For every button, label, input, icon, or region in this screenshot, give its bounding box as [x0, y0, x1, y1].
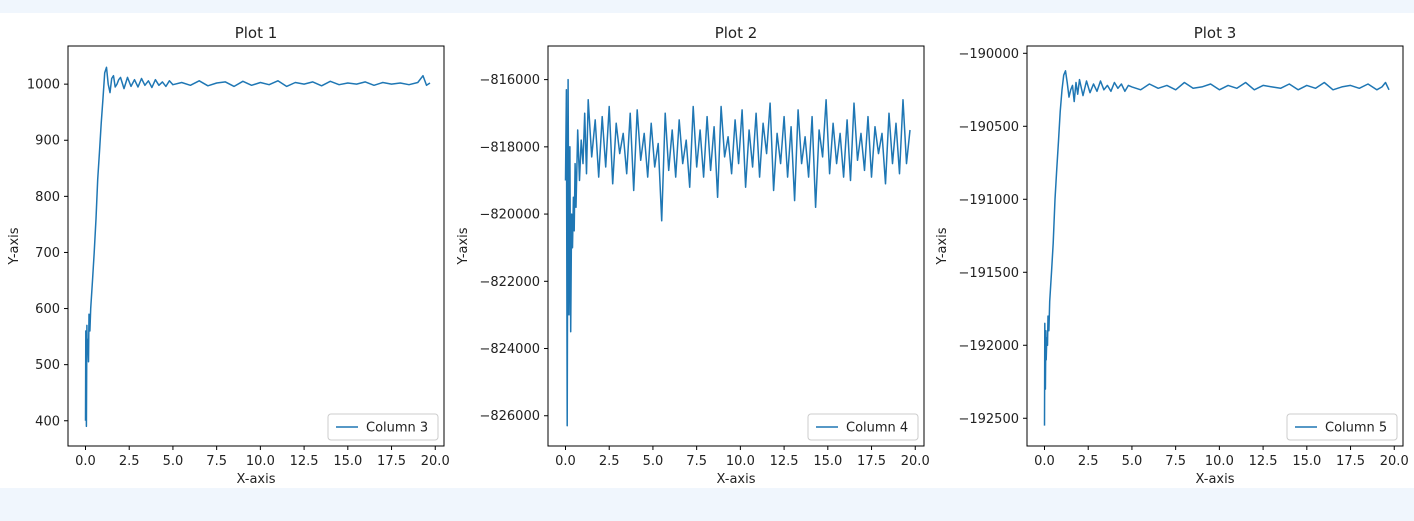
y-tick-label: 1000	[27, 78, 60, 93]
y-tick-label: −190000	[958, 47, 1019, 62]
y-axis-label: Y-axis	[7, 227, 22, 265]
x-tick-label: 20.0	[421, 454, 450, 469]
figure: 0.0 2.5 5.0 7.5 10.0 12.5 15.0 17.5 20.0 400 500 60…	[0, 13, 1414, 488]
x-tick-label: 2.5	[1078, 454, 1099, 469]
x-tick-label: 17.5	[1336, 454, 1365, 469]
legend-box	[327, 413, 439, 441]
y-tick-label: −816000	[479, 73, 540, 88]
legend-label: Column 4	[846, 421, 908, 436]
y-tick-label: −191000	[958, 193, 1019, 208]
x-tick-label: 7.5	[1165, 454, 1186, 469]
legend: Column 4	[807, 413, 919, 441]
x-tick-label: 15.0	[813, 454, 842, 469]
plot-title: Plot 2	[715, 24, 758, 42]
y-tick-label: 600	[35, 302, 60, 317]
y-tick-label: 800	[35, 190, 60, 205]
plot-3: 0.0 2.5 5.0 7.5 10.0 12.5 15.0 17.5 20.0 −192500 −…	[935, 24, 1409, 487]
legend: Column 5	[1286, 413, 1398, 441]
legend-label: Column 5	[1325, 421, 1387, 436]
y-tick-label: −818000	[479, 140, 540, 155]
x-tick-label: 5.0	[1122, 454, 1143, 469]
axes-frame	[547, 45, 925, 447]
x-tick-label: 20.0	[901, 454, 930, 469]
y-axis-label: Y-axis	[456, 227, 471, 265]
x-axis-label: X-axis	[717, 472, 756, 487]
legend-label: Column 3	[366, 421, 428, 436]
y-tick-label: −192000	[958, 339, 1019, 354]
y-tick-label: 900	[35, 134, 60, 149]
x-tick-label: 2.5	[599, 454, 620, 469]
x-axis-label: X-axis	[1196, 472, 1235, 487]
legend-box	[1286, 413, 1398, 441]
x-tick-label: 15.0	[1292, 454, 1321, 469]
plot-1: 0.0 2.5 5.0 7.5 10.0 12.5 15.0 17.5 20.0 400 500 60…	[7, 24, 450, 487]
x-tick-label: 20.0	[1380, 454, 1409, 469]
y-tick-label: −822000	[479, 275, 540, 290]
series-line-1	[84, 66, 431, 428]
x-tick-label: 12.5	[1249, 454, 1278, 469]
y-tick-label: −826000	[479, 409, 540, 424]
x-axis-label: X-axis	[237, 472, 276, 487]
legend-box	[807, 413, 919, 441]
y-tick-label: −190500	[958, 120, 1019, 135]
x-tick-label: 12.5	[770, 454, 799, 469]
x-tick-label: 17.5	[857, 454, 886, 469]
y-axis-label: Y-axis	[935, 227, 950, 265]
series-line-1	[564, 78, 911, 427]
x-tick-label: 10.0	[246, 454, 275, 469]
y-tick-label: −820000	[479, 208, 540, 223]
x-tick-label: 0.0	[1034, 454, 1055, 469]
x-tick-label: 5.0	[643, 454, 664, 469]
plot-title: Plot 1	[235, 24, 278, 42]
x-tick-label: 5.0	[163, 454, 184, 469]
x-tick-label: 7.5	[206, 454, 227, 469]
series-line-1	[1043, 70, 1390, 426]
plot-title: Plot 3	[1194, 24, 1237, 42]
y-tick-label: −824000	[479, 342, 540, 357]
x-tick-label: 7.5	[686, 454, 707, 469]
y-tick-label: 400	[35, 414, 60, 429]
x-tick-label: 0.0	[75, 454, 96, 469]
x-tick-label: 0.0	[555, 454, 576, 469]
y-tick-label: 700	[35, 246, 60, 261]
x-tick-label: 17.5	[377, 454, 406, 469]
axes-frame	[1026, 45, 1404, 447]
legend: Column 3	[327, 413, 439, 441]
figure-canvas: 0.0 2.5 5.0 7.5 10.0 12.5 15.0 17.5 20.0 400 500 60…	[7, 24, 1409, 487]
x-tick-label: 12.5	[290, 454, 319, 469]
x-tick-label: 2.5	[119, 454, 140, 469]
y-tick-label: 500	[35, 358, 60, 373]
y-tick-label: −192500	[958, 412, 1019, 427]
plot-2: 0.0 2.5 5.0 7.5 10.0 12.5 15.0 17.5 20.0 −826000 −…	[456, 24, 930, 487]
x-tick-label: 10.0	[726, 454, 755, 469]
x-tick-label: 10.0	[1205, 454, 1234, 469]
axes-frame	[67, 45, 445, 447]
y-tick-label: −191500	[958, 266, 1019, 281]
x-tick-label: 15.0	[333, 454, 362, 469]
